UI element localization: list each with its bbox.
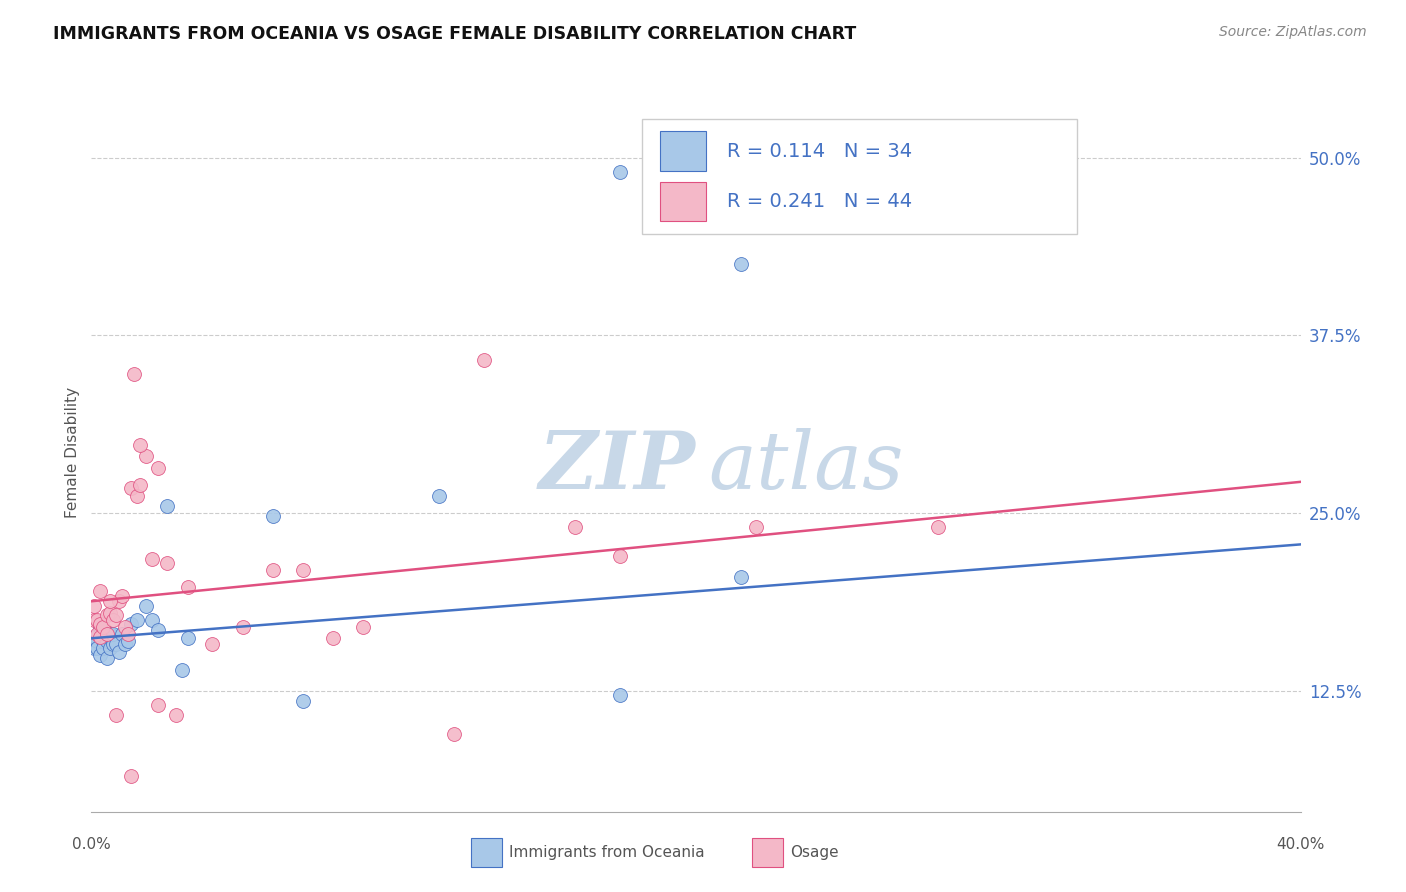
Point [262,563,284,577]
Point [427,489,450,503]
Point [135,599,157,613]
Point [292,563,315,577]
Point [128,438,150,452]
Point [96,651,118,665]
Point [93,641,115,656]
Point [201,637,224,651]
Point [104,708,127,723]
Point [86,627,108,641]
Point [141,551,163,566]
Text: R = 0.114   N = 34: R = 0.114 N = 34 [727,142,912,161]
Point [745,520,768,534]
Point [609,165,631,179]
Point [730,257,752,271]
Point [104,637,127,651]
Point [177,632,200,646]
Point [93,620,115,634]
Point [117,634,139,648]
Point [730,570,752,584]
Text: atlas: atlas [709,428,904,506]
Point [89,630,111,644]
Point [443,726,465,740]
Point [83,613,105,627]
Point [352,620,374,634]
Point [156,499,179,513]
Point [98,641,121,656]
Point [89,617,111,632]
Point [292,694,315,708]
Point [120,481,142,495]
Text: R = 0.241   N = 44: R = 0.241 N = 44 [727,192,912,211]
Point [111,627,132,641]
Point [165,708,187,723]
Point [117,627,139,641]
Point [98,627,121,641]
Point [83,630,105,644]
Point [125,489,148,503]
Point [125,613,148,627]
Text: Immigrants from Oceania: Immigrants from Oceania [509,846,704,860]
Point [86,641,108,656]
Point [107,645,129,659]
Text: Source: ZipAtlas.com: Source: ZipAtlas.com [1219,25,1367,39]
Point [89,620,111,634]
Point [111,589,132,603]
Point [89,584,111,599]
Text: Osage: Osage [790,846,839,860]
Point [122,367,145,381]
Point [146,623,169,637]
Point [564,520,586,534]
Point [98,594,121,608]
Point [128,477,150,491]
Point [177,580,200,594]
Point [83,641,105,656]
Point [101,627,124,641]
Point [120,617,142,632]
Point [98,606,121,620]
Point [96,634,118,648]
Text: 0.0%: 0.0% [72,837,111,852]
Point [114,637,136,651]
Point [114,620,136,634]
Point [93,634,115,648]
Point [231,620,253,634]
FancyBboxPatch shape [659,131,706,171]
FancyBboxPatch shape [659,182,706,221]
Y-axis label: Female Disability: Female Disability [65,387,80,518]
Point [86,634,108,648]
Point [120,769,142,783]
Point [101,637,124,651]
Point [609,688,631,702]
Point [172,663,194,677]
Point [156,556,179,570]
Point [135,449,157,463]
Point [86,613,108,627]
Text: ZIP: ZIP [538,428,696,506]
Point [322,632,344,646]
Point [83,599,105,613]
Point [146,460,169,475]
Point [262,508,284,523]
Point [609,549,631,563]
Point [107,594,129,608]
Point [472,352,495,367]
Point [96,608,118,623]
Point [146,698,169,712]
Point [96,627,118,641]
Point [89,648,111,663]
Text: IMMIGRANTS FROM OCEANIA VS OSAGE FEMALE DISABILITY CORRELATION CHART: IMMIGRANTS FROM OCEANIA VS OSAGE FEMALE … [53,25,856,43]
Point [104,608,127,623]
Point [141,613,163,627]
Point [927,520,949,534]
Point [101,613,124,627]
FancyBboxPatch shape [641,119,1077,234]
Text: 40.0%: 40.0% [1277,837,1324,852]
